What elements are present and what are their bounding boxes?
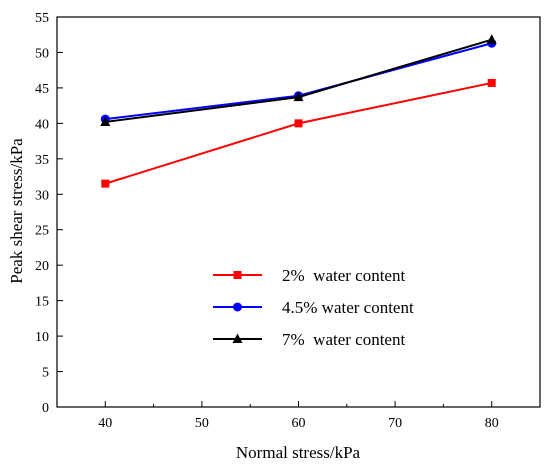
series-line-3 bbox=[105, 38, 492, 123]
legend-label-2: 4.5% water content bbox=[282, 298, 414, 317]
y-tick-label: 5 bbox=[42, 366, 49, 381]
y-tick-label: 0 bbox=[42, 401, 49, 416]
legend-marker-3 bbox=[232, 333, 243, 343]
legend-marker-2 bbox=[233, 302, 242, 312]
y-tick-label: 45 bbox=[35, 82, 49, 97]
y-axis-title: Peak shear stress/kPa bbox=[7, 138, 26, 284]
data-point-series-3 bbox=[486, 34, 497, 44]
data-point-series-3 bbox=[100, 116, 111, 126]
y-tick-label: 20 bbox=[35, 259, 49, 274]
data-point-series-1 bbox=[487, 78, 496, 87]
x-tick-label: 80 bbox=[485, 416, 499, 431]
y-tick-label: 15 bbox=[35, 295, 49, 310]
y-tick-label: 55 bbox=[35, 11, 49, 26]
x-tick-label: 50 bbox=[195, 416, 209, 431]
data-point-series-1 bbox=[294, 119, 303, 128]
x-axis-title: Normal stress/kPa bbox=[236, 443, 361, 462]
legend-label-1: 2% water content bbox=[282, 266, 405, 285]
x-tick-label: 60 bbox=[292, 416, 306, 431]
y-tick-label: 30 bbox=[35, 188, 49, 203]
legend-label-3: 7% water content bbox=[282, 330, 405, 349]
data-point-series-3 bbox=[293, 91, 304, 102]
y-tick-label: 35 bbox=[35, 153, 49, 168]
y-tick-label: 50 bbox=[35, 46, 49, 61]
y-tick-label: 10 bbox=[35, 330, 49, 345]
legend-marker-1 bbox=[233, 271, 242, 279]
y-tick-label: 40 bbox=[35, 117, 49, 132]
data-point-series-1 bbox=[101, 179, 110, 188]
series-line-2 bbox=[105, 42, 492, 121]
y-tick-label: 25 bbox=[35, 224, 49, 239]
x-tick-label: 70 bbox=[388, 416, 402, 431]
x-tick-label: 40 bbox=[98, 416, 112, 431]
